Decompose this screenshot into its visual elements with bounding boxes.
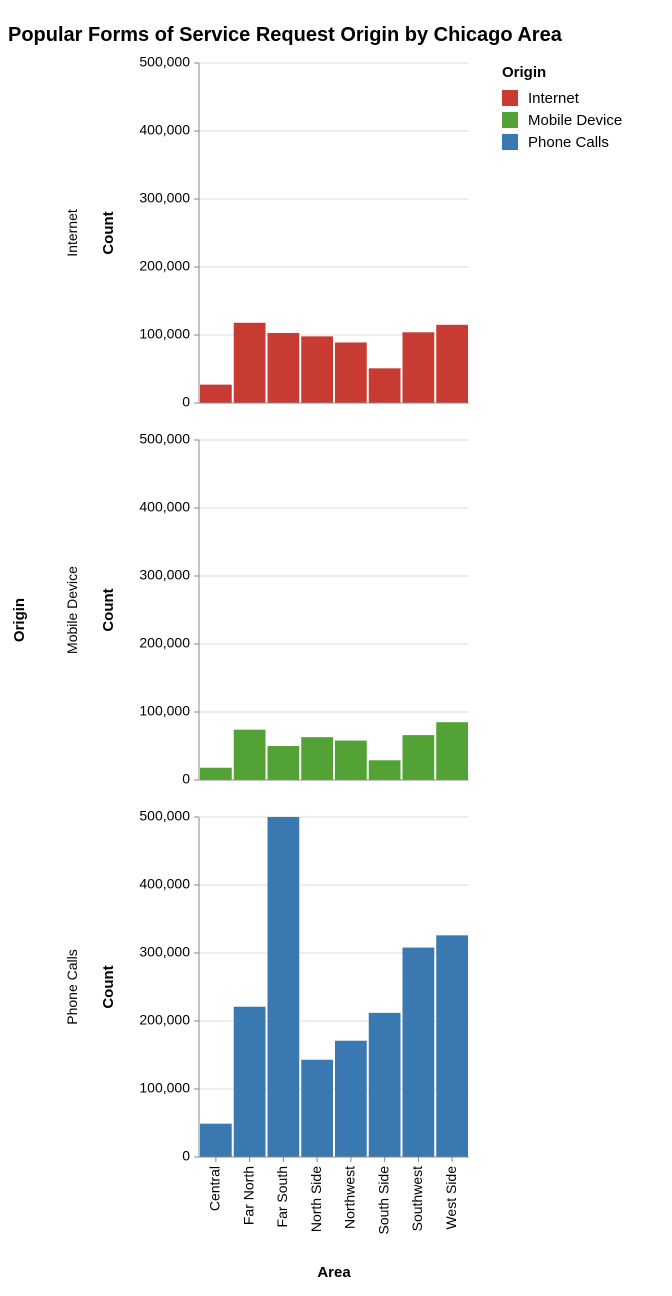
y-tick-label: 200,000 [139,635,190,651]
y-tick-label: 100,000 [139,703,190,719]
facet-label-internet: Internet [64,209,80,257]
legend-label-mobile-device: Mobile Device [528,112,622,129]
x-tick-label: North Side [308,1166,324,1232]
bar-mobile-device-northwest [335,740,367,780]
bar-mobile-device-north-side [301,737,333,780]
facet-phone-calls: 0 100,000 200,000 300,000 400,000 500,000 Coun… [64,808,469,1164]
legend-swatch-internet [502,90,518,106]
y-tick-label: 500,000 [139,54,190,70]
bar-phone-calls-central [200,1123,232,1157]
bar-internet-southwest [402,332,435,403]
y-axis-title: Count [100,965,117,1008]
y-tick-label: 300,000 [139,190,190,206]
bar-internet-far-south [267,332,300,403]
y-tick-label: 400,000 [139,122,190,138]
x-tick-label: Far South [274,1166,290,1227]
row-title: Origin [11,598,28,642]
bar-mobile-device-far-south [267,746,300,780]
facet-panels: 0 100,000 200,000 300,000 400,000 500,000 Coun… [64,54,469,1164]
bar-mobile-device-south-side [368,760,401,780]
y-tick-label: 500,000 [139,431,190,447]
bar-internet-north-side [301,336,333,403]
x-axis-title: Area [317,1264,351,1281]
bar-phone-calls-northwest [335,1040,367,1157]
y-tick-label: 300,000 [139,567,190,583]
facet-mobile-device: 0 100,000 200,000 300,000 400,000 500,000 Coun… [64,431,469,787]
bar-phone-calls-southwest [402,947,435,1157]
bar-internet-central [200,384,232,403]
y-tick-label: 500,000 [139,808,190,824]
facet-internet: 0 100,000 200,000 300,000 400,000 500,000 Coun… [64,54,469,410]
chart-title: Popular Forms of Service Request Origin … [8,24,563,46]
bar-phone-calls-west-side [436,935,468,1157]
y-tick-label: 200,000 [139,258,190,274]
y-tick-label: 400,000 [139,876,190,892]
legend-swatch-mobile-device [502,112,518,128]
x-tick-label: Central [207,1166,223,1211]
y-tick-label: 100,000 [139,326,190,342]
y-tick-label: 300,000 [139,944,190,960]
y-axis-title: Count [100,211,117,254]
legend-label-internet: Internet [528,90,580,107]
bar-internet-south-side [368,368,401,403]
bar-internet-northwest [335,342,367,403]
facet-label-mobile-device: Mobile Device [64,566,80,654]
bar-mobile-device-far-north [233,729,266,780]
y-tick-label: 200,000 [139,1012,190,1028]
bar-mobile-device-west-side [436,722,468,780]
bar-mobile-device-southwest [402,735,435,780]
bar-internet-far-north [233,322,266,403]
facet-label-phone-calls: Phone Calls [64,949,80,1025]
bar-phone-calls-far-south [267,817,300,1157]
y-tick-label: 400,000 [139,499,190,515]
x-tick-label: West Side [443,1166,459,1230]
y-tick-label: 0 [182,771,190,787]
legend-label-phone-calls: Phone Calls [528,134,609,151]
y-tick-label: 100,000 [139,1080,190,1096]
bar-phone-calls-far-north [233,1006,266,1157]
bar-mobile-device-central [200,767,232,780]
y-axis-title: Count [100,588,117,631]
bar-internet-west-side [436,324,468,403]
x-tick-label: Northwest [342,1166,358,1229]
bar-phone-calls-north-side [301,1059,333,1157]
legend-title: Origin [502,64,546,81]
x-tick-label: South Side [375,1166,391,1235]
y-tick-label: 0 [182,1148,190,1164]
legend-swatch-phone-calls [502,134,518,150]
y-tick-label: 0 [182,394,190,410]
x-tick-label: Far North [240,1166,256,1225]
legend: Origin Internet Mobile Device Phone Calls [502,64,622,151]
bar-phone-calls-south-side [368,1012,401,1157]
x-axis: Central Far North Far South North Side North… [207,1157,459,1235]
x-tick-label: Southwest [409,1166,425,1231]
